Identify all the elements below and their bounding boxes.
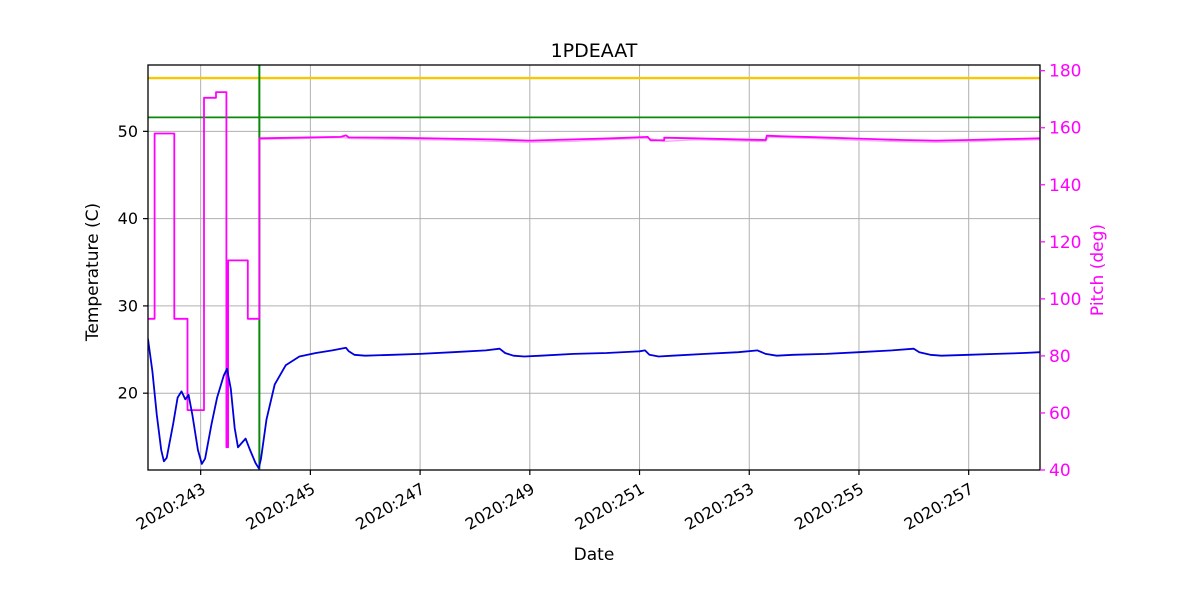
axes-frame bbox=[147, 64, 1041, 471]
x-tick-label: 2020:253 bbox=[681, 479, 757, 534]
x-tick-label: 2020:255 bbox=[791, 479, 867, 534]
y-right-tick-label: 100 bbox=[1049, 290, 1081, 310]
limit-lines bbox=[148, 65, 1040, 470]
x-tick-label: 2020:257 bbox=[901, 479, 977, 534]
y-right-tick-label: 120 bbox=[1049, 233, 1081, 253]
y-left-axis-label: Temperature (C) bbox=[83, 203, 103, 342]
y-right-tick-label: 160 bbox=[1049, 119, 1081, 139]
x-tick-label: 2020:243 bbox=[133, 479, 209, 534]
y-left-tick-label: 50 bbox=[118, 122, 138, 141]
y-right-tick-label: 80 bbox=[1049, 347, 1071, 367]
y-right-tick-label: 60 bbox=[1049, 404, 1071, 424]
axis-ticks: 2020:243 2020:245 2020:247 2020:249 2020:251… bbox=[118, 62, 1082, 534]
y-left-tick-label: 20 bbox=[118, 384, 138, 403]
y-left-tick-label: 30 bbox=[118, 296, 138, 315]
x-tick-label: 2020:251 bbox=[572, 479, 648, 534]
x-axis-label: Date bbox=[574, 545, 615, 565]
x-tick-label: 2020:245 bbox=[242, 479, 318, 534]
pitch-line bbox=[148, 91, 1040, 449]
y-right-tick-label: 140 bbox=[1049, 176, 1081, 196]
temperature-line bbox=[148, 338, 1040, 470]
grid-lines bbox=[148, 65, 1040, 470]
y-left-tick-label: 40 bbox=[118, 209, 138, 228]
plot-frame bbox=[147, 64, 1041, 471]
chart-title: 1PDEAAT bbox=[551, 40, 638, 62]
data-series bbox=[148, 91, 1040, 470]
y-right-tick-label: 40 bbox=[1049, 461, 1071, 481]
x-tick-label: 2020:247 bbox=[352, 479, 428, 534]
y-right-tick-label: 180 bbox=[1049, 62, 1081, 82]
y-right-axis-label: Pitch (deg) bbox=[1088, 224, 1108, 316]
pitch_secondary-line bbox=[258, 136, 1040, 144]
x-tick-label: 2020:249 bbox=[462, 479, 538, 534]
